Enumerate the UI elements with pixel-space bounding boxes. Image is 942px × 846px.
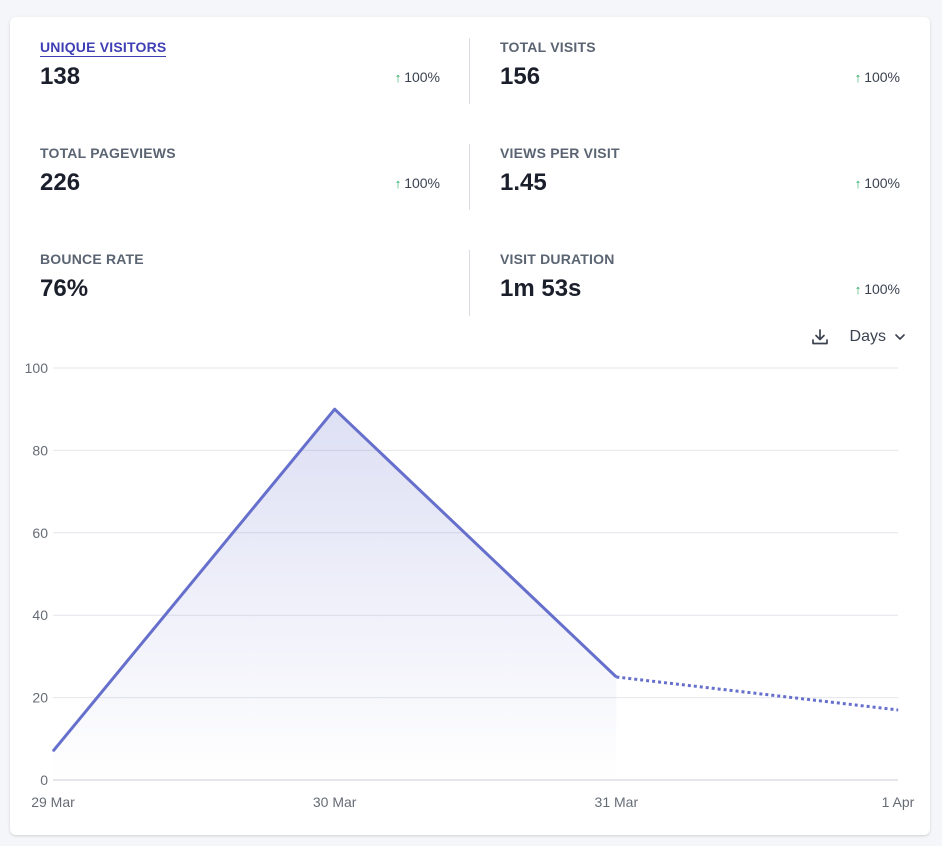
data-point[interactable] xyxy=(52,750,54,752)
interval-select[interactable]: Days xyxy=(850,328,906,346)
metric-views-per-visit[interactable]: VIEWS PER VISIT 1.45 ↑ 100% xyxy=(500,145,900,211)
visitors-line-chart: 0 20 40 60 80 100 29 Mar 30 Mar 31 Mar 1 Apr xyxy=(25,360,915,810)
metric-value: 156 xyxy=(500,63,541,90)
metric-change-value: 100% xyxy=(864,69,900,85)
series-line-projected xyxy=(616,675,899,712)
download-button[interactable] xyxy=(810,327,830,347)
metric-value: 1.45 xyxy=(500,169,547,196)
download-icon xyxy=(811,329,828,345)
interval-label: Days xyxy=(849,328,886,345)
arrow-up-icon: ↑ xyxy=(394,70,402,85)
metric-label[interactable]: BOUNCE RATE xyxy=(40,251,144,267)
arrow-up-icon: ↑ xyxy=(854,282,862,297)
x-tick-label: 30 Mar xyxy=(313,794,357,810)
metric-change-value: 100% xyxy=(864,281,900,297)
metric-change: ↑ 100% xyxy=(855,175,900,191)
metric-divider xyxy=(469,38,470,104)
metric-change: ↑ 100% xyxy=(855,69,900,85)
x-tick-label: 31 Mar xyxy=(595,794,639,810)
y-tick-label: 0 xyxy=(40,772,48,788)
y-tick-label: 60 xyxy=(32,525,48,541)
metric-change-value: 100% xyxy=(404,69,440,85)
metric-label[interactable]: UNIQUE VISITORS xyxy=(40,39,167,57)
metric-change: ↑ 100% xyxy=(855,281,900,297)
y-tick-label: 100 xyxy=(25,360,49,376)
arrow-up-icon: ↑ xyxy=(854,176,862,191)
chart-controls: Days xyxy=(810,325,906,349)
data-point[interactable] xyxy=(615,676,617,678)
metric-label[interactable]: TOTAL PAGEVIEWS xyxy=(40,145,176,161)
metric-label[interactable]: TOTAL VISITS xyxy=(500,39,596,55)
metric-total-visits[interactable]: TOTAL VISITS 156 ↑ 100% xyxy=(500,39,900,105)
metric-divider xyxy=(469,250,470,316)
metric-change: ↑ 100% xyxy=(395,69,440,85)
chevron-down-icon xyxy=(895,334,905,340)
y-tick-label: 80 xyxy=(32,442,48,458)
arrow-up-icon: ↑ xyxy=(854,70,862,85)
metric-change: ↑ 100% xyxy=(395,175,440,191)
x-tick-label: 29 Mar xyxy=(31,794,75,810)
x-tick-label: 1 Apr xyxy=(882,794,915,810)
metric-label[interactable]: VIEWS PER VISIT xyxy=(500,145,620,161)
metric-bounce-rate[interactable]: BOUNCE RATE 76% xyxy=(40,251,440,317)
metric-label[interactable]: VISIT DURATION xyxy=(500,251,615,267)
metric-value: 226 xyxy=(40,169,81,196)
metric-value: 76% xyxy=(40,275,89,302)
metric-change-value: 100% xyxy=(404,175,440,191)
metric-unique-visitors[interactable]: UNIQUE VISITORS 138 ↑ 100% xyxy=(40,39,440,105)
y-tick-label: 20 xyxy=(32,690,48,706)
metric-total-pageviews[interactable]: TOTAL PAGEVIEWS 226 ↑ 100% xyxy=(40,145,440,211)
metric-value: 1m 53s xyxy=(500,275,582,302)
arrow-up-icon: ↑ xyxy=(394,176,402,191)
area-fill xyxy=(53,409,617,780)
visitors-stats-card: UNIQUE VISITORS 138 ↑ 100% TOTAL VISITS 1… xyxy=(10,17,930,835)
y-tick-label: 40 xyxy=(32,607,48,623)
metric-change-value: 100% xyxy=(864,175,900,191)
data-point[interactable] xyxy=(897,709,899,711)
data-point[interactable] xyxy=(334,408,336,410)
metric-divider xyxy=(469,144,470,210)
metric-visit-duration[interactable]: VISIT DURATION 1m 53s ↑ 100% xyxy=(500,251,900,317)
metric-value: 138 xyxy=(40,63,81,90)
